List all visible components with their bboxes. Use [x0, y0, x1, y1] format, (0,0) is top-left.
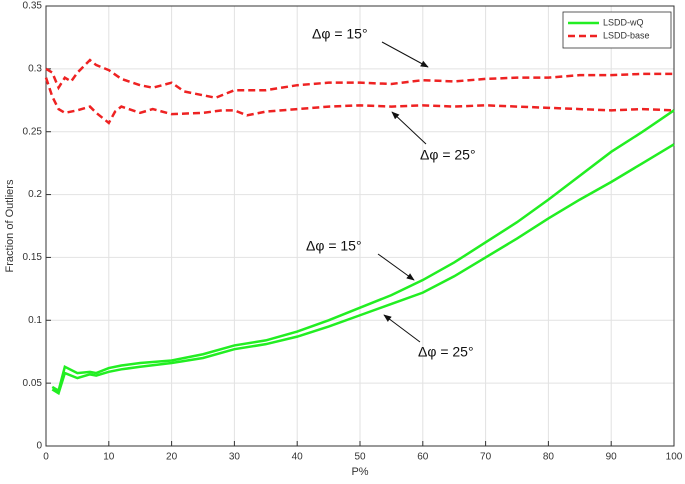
x-axis-label: P% [351, 466, 368, 478]
x-tick-label: 60 [417, 452, 429, 463]
series-line [44, 77, 675, 125]
series-line [51, 143, 675, 396]
annotation: Δφ = 15° [306, 238, 362, 254]
series-line [45, 58, 674, 100]
x-tick-label: 70 [480, 452, 492, 463]
y-axis-label: Fraction of Outliers [4, 179, 16, 272]
legend-label: LSDD-base [603, 30, 650, 40]
series-line [51, 109, 675, 393]
x-tick-label: 90 [606, 452, 618, 463]
x-tick-label: 80 [543, 452, 555, 463]
annotation-arrow [377, 253, 415, 281]
x-tick-label: 40 [292, 452, 304, 463]
legend-label: LSDD-wQ [603, 17, 644, 27]
y-tick-label: 0.25 [23, 126, 43, 137]
y-tick-label: 0.35 [23, 1, 43, 12]
x-tick-label: 0 [43, 452, 49, 463]
x-tick-label: 30 [229, 452, 241, 463]
annotation: Δφ = 25° [420, 147, 476, 163]
y-tick-label: 0.15 [23, 252, 43, 263]
y-tick-label: 0.3 [28, 63, 42, 74]
y-tick-label: 0.05 [23, 378, 43, 389]
legend-box [562, 11, 672, 49]
plot-frame [45, 5, 675, 447]
x-tick-label: 100 [666, 452, 683, 463]
annotation: Δφ = 25° [418, 344, 474, 360]
x-tick-label: 10 [103, 452, 115, 463]
annotation-arrow [391, 111, 427, 145]
x-tick-label: 50 [354, 452, 366, 463]
annotation-arrow [381, 41, 429, 68]
annotation: Δφ = 15° [312, 26, 368, 42]
x-tick-label: 20 [166, 452, 178, 463]
annotation-arrow [383, 314, 421, 343]
y-tick-label: 0.1 [28, 315, 42, 326]
y-tick-label: 0.2 [28, 189, 42, 200]
y-tick-label: 0 [36, 441, 42, 452]
